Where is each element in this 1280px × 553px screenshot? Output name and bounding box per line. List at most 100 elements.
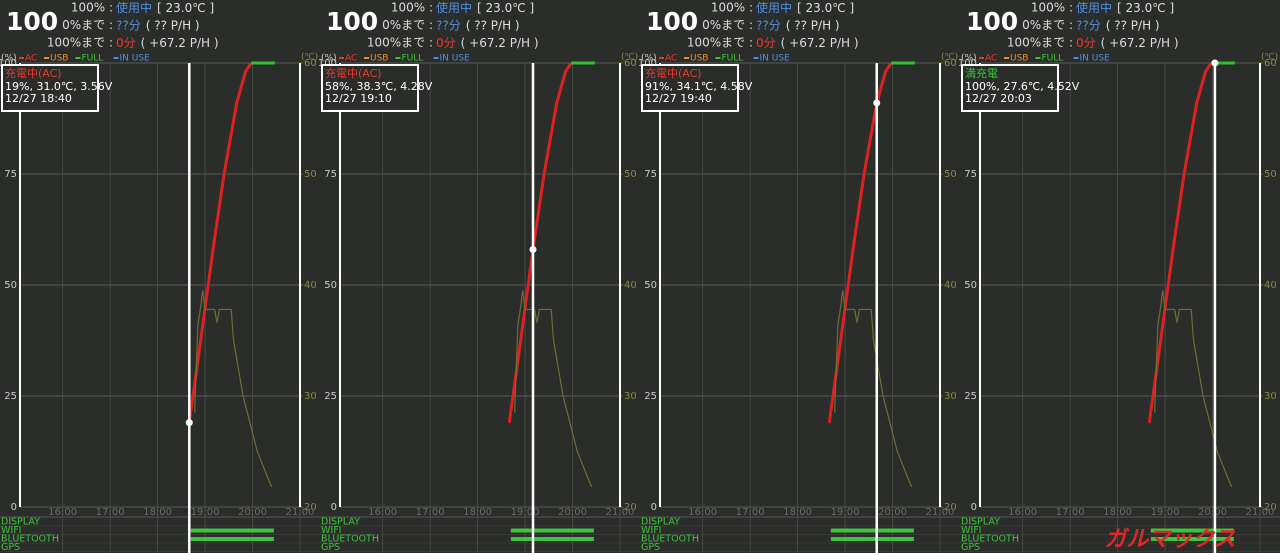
- usage-label: GPS: [321, 542, 340, 553]
- y2-unit: (℃): [621, 53, 638, 63]
- x-tick-label: 19:00: [831, 507, 860, 518]
- info-status: 満充電: [965, 66, 998, 80]
- legend-label: USB: [690, 54, 708, 64]
- x-tick-label: 16:00: [688, 507, 717, 518]
- y2-tick-label: 20: [304, 502, 317, 513]
- info-time: 12/27 20:03: [965, 92, 1032, 105]
- legend-label: AC: [25, 54, 37, 64]
- info-box: [1, 64, 99, 112]
- usage-label: DISPLAY: [321, 517, 360, 528]
- series-line: [827, 62, 893, 423]
- status-suffix: ( +67.2 P/H ): [141, 36, 219, 50]
- y2-tick-label: 50: [1264, 169, 1277, 180]
- x-tick-label: 17:00: [416, 507, 445, 518]
- status-suffix: [ 23.0℃ ]: [157, 1, 214, 15]
- status-suffix: ( ?? P/H ): [786, 18, 840, 32]
- status-suffix: ( ?? P/H ): [146, 18, 200, 32]
- y2-tick-label: 20: [1264, 502, 1277, 513]
- y2-tick-label: 50: [624, 169, 637, 180]
- x-tick-label: 17:00: [96, 507, 125, 518]
- panel: 100 100% : 使用中 [ 23.0℃ ] 0%まで : ??分 ( ?? P/H )…: [318, 0, 640, 553]
- usage-label: BLUETOOTH: [1, 534, 59, 545]
- status-suffix: ( ?? P/H ): [466, 18, 520, 32]
- y-tick-label: 0: [971, 502, 977, 513]
- status-suffix: [ 23.0℃ ]: [1117, 1, 1174, 15]
- status-label: 0%まで :: [702, 18, 753, 32]
- panel: 100 100% : 使用中 [ 23.0℃ ] 0%まで : ??分 ( ?? P/H )…: [958, 0, 1280, 553]
- info-box: [641, 64, 739, 112]
- watermark: ガルマックス: [1104, 527, 1235, 552]
- series-line: [1147, 62, 1213, 423]
- x-tick-label: 20:00: [1198, 507, 1227, 518]
- y-tick-label: 0: [11, 502, 17, 513]
- x-tick-label: 21:00: [1246, 507, 1275, 518]
- status-label: 100%まで :: [1007, 36, 1073, 50]
- status-value: 0分 ( +67.2 P/H ): [756, 36, 859, 50]
- x-tick-label: 16:00: [368, 507, 397, 518]
- info-detail: 91%, 34.1℃, 4.58V: [645, 80, 753, 93]
- status-value: ??分 ( ?? P/H ): [436, 18, 520, 32]
- status-suffix: ( +67.2 P/H ): [781, 36, 859, 50]
- legend-label: USB: [50, 54, 68, 64]
- status-suffix: [ 23.0℃ ]: [477, 1, 534, 15]
- usage-bar: [190, 528, 274, 533]
- x-tick-label: 20:00: [878, 507, 907, 518]
- info-time: 12/27 19:10: [325, 92, 392, 105]
- status-value-text: 使用中: [116, 0, 152, 15]
- usage-label: WIFI: [321, 525, 341, 536]
- battery-level: 100: [6, 7, 58, 36]
- y2-tick-label: 60: [1264, 58, 1277, 69]
- status-label: 0%まで :: [382, 18, 433, 32]
- x-tick-label: 18:00: [1103, 507, 1132, 518]
- usage-label: DISPLAY: [1, 517, 40, 528]
- y2-tick-label: 40: [944, 280, 957, 291]
- y-tick-label: 50: [964, 280, 977, 291]
- x-tick-label: 18:00: [783, 507, 812, 518]
- y-unit: (%): [1, 54, 17, 64]
- y-tick-label: 75: [324, 169, 337, 180]
- status-label: 100% :: [391, 1, 433, 15]
- usage-bar: [1150, 537, 1234, 541]
- cursor-dot: [185, 419, 193, 427]
- y2-tick-label: 30: [304, 391, 317, 402]
- info-time: 12/27 19:40: [645, 92, 712, 105]
- legend-label: FULL: [402, 54, 424, 64]
- x-tick-label: 17:00: [736, 507, 765, 518]
- y2-tick-label: 40: [624, 280, 637, 291]
- info-time: 12/27 18:40: [5, 92, 72, 105]
- legend-label: FULL: [82, 54, 104, 64]
- info-status: 充電中(AC): [5, 66, 62, 80]
- x-tick-label: 20:00: [558, 507, 587, 518]
- status-suffix: ( ?? P/H ): [1106, 18, 1160, 32]
- usage-label: GPS: [1, 542, 20, 553]
- y-tick-label: 0: [651, 502, 657, 513]
- usage-label: WIFI: [1, 525, 21, 536]
- legend-label: IN USE: [1080, 54, 1111, 64]
- usage-bar: [190, 537, 274, 541]
- x-tick-label: 18:00: [463, 507, 492, 518]
- y-tick-label: 75: [644, 169, 657, 180]
- info-status: 充電中(AC): [325, 66, 382, 80]
- status-value: 使用中 [ 23.0℃ ]: [756, 0, 854, 15]
- status-value-text: 0分: [1076, 36, 1096, 50]
- y2-unit: (℃): [1261, 53, 1278, 63]
- usage-bar: [510, 537, 594, 541]
- legend-label: FULL: [1042, 54, 1064, 64]
- legend-label: IN USE: [440, 54, 471, 64]
- y-tick-label: 25: [324, 391, 337, 402]
- y-tick-label: 25: [644, 391, 657, 402]
- status-value-text: ??分: [436, 18, 461, 32]
- status-label: 0%まで :: [1022, 18, 1073, 32]
- status-value-text: 0分: [436, 36, 456, 50]
- status-value-text: 0分: [116, 36, 136, 50]
- status-value-text: 使用中: [436, 0, 472, 15]
- usage-label: BLUETOOTH: [961, 534, 1019, 545]
- status-value: ??分 ( ?? P/H ): [756, 18, 840, 32]
- y-tick-label: 100: [0, 58, 17, 69]
- cursor-dot: [529, 245, 537, 253]
- x-tick-label: 21:00: [286, 507, 315, 518]
- status-label: 100%まで :: [687, 36, 753, 50]
- usage-label: GPS: [961, 542, 980, 553]
- x-tick-label: 20:00: [238, 507, 267, 518]
- x-tick-label: 16:00: [1008, 507, 1037, 518]
